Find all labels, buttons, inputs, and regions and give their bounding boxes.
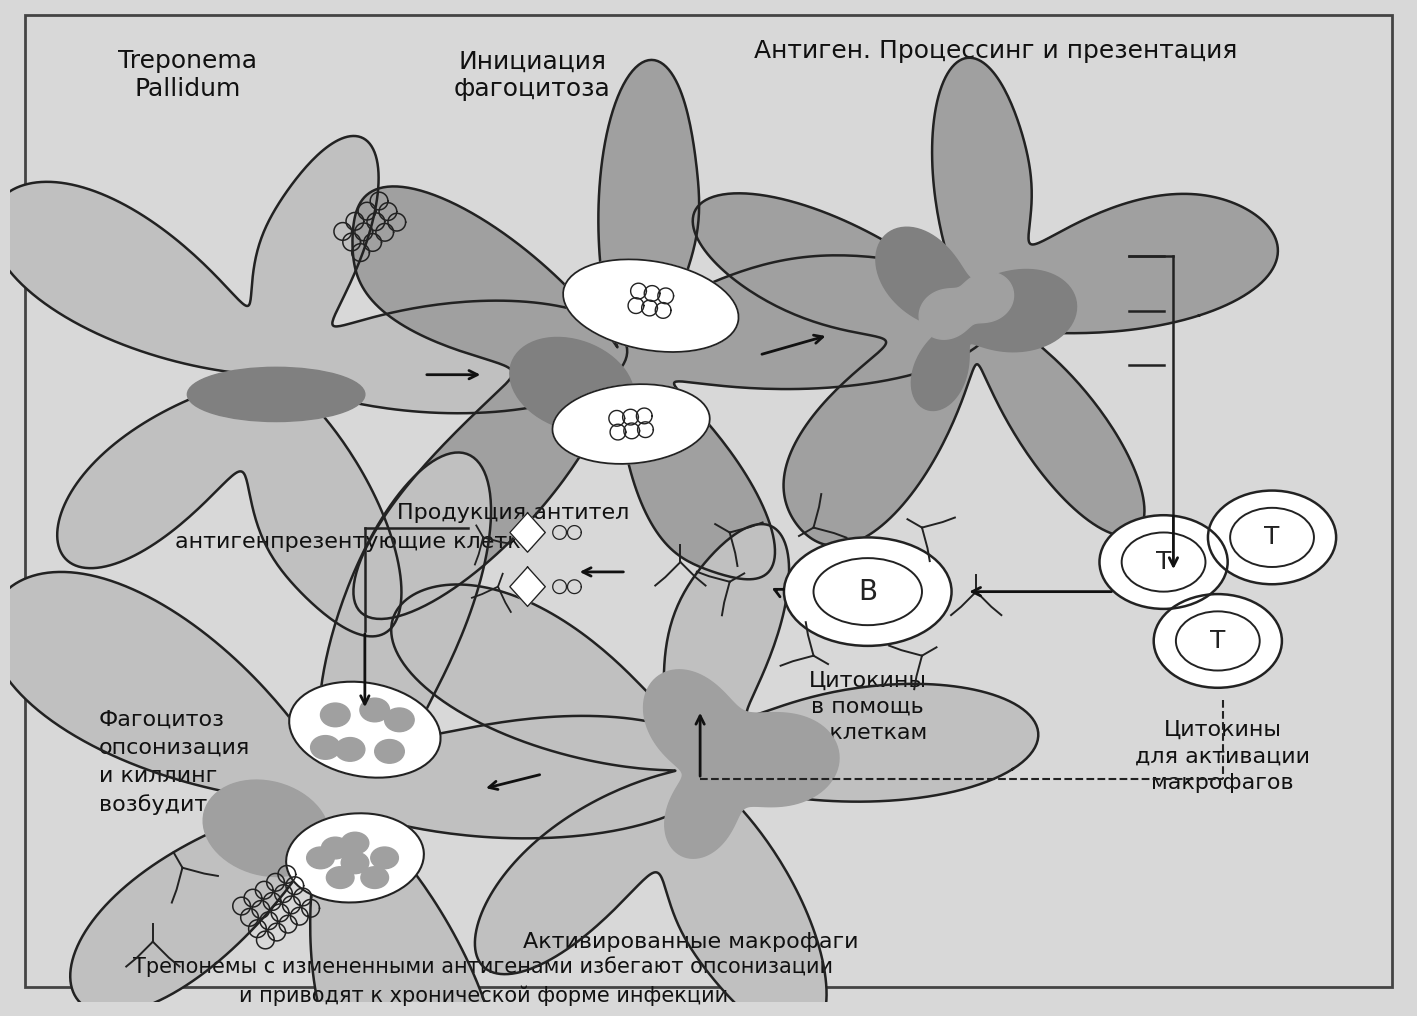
- Polygon shape: [510, 513, 546, 553]
- Text: Продукция антител: Продукция антител: [397, 503, 629, 523]
- Ellipse shape: [187, 368, 364, 422]
- Ellipse shape: [336, 738, 364, 761]
- Polygon shape: [876, 228, 1077, 410]
- Ellipse shape: [1176, 612, 1260, 671]
- Text: антигенпрезентующие клетки: антигенпрезентующие клетки: [174, 532, 536, 553]
- Ellipse shape: [1153, 594, 1282, 688]
- Text: Активированные макрофаги: Активированные макрофаги: [523, 932, 859, 952]
- Text: В: В: [859, 578, 877, 606]
- Ellipse shape: [289, 682, 441, 777]
- Ellipse shape: [320, 703, 350, 726]
- Ellipse shape: [563, 259, 738, 352]
- Text: Цитокины
для активации
макрофагов: Цитокины для активации макрофагов: [1135, 719, 1311, 792]
- Polygon shape: [920, 272, 1013, 339]
- Ellipse shape: [374, 740, 404, 763]
- Ellipse shape: [784, 537, 952, 646]
- Ellipse shape: [306, 847, 334, 869]
- Ellipse shape: [1207, 491, 1336, 584]
- Polygon shape: [510, 567, 546, 607]
- Text: Инициация
фагоцитоза: Инициация фагоцитоза: [453, 50, 611, 102]
- Ellipse shape: [360, 698, 390, 721]
- Text: T: T: [1210, 629, 1226, 653]
- Ellipse shape: [341, 832, 368, 853]
- Ellipse shape: [361, 867, 388, 888]
- Text: Трепонемы с измененными антигенами избегают опсонизации
и приводят к хронической: Трепонемы с измененными антигенами избег…: [133, 956, 833, 1006]
- Polygon shape: [353, 60, 996, 619]
- Ellipse shape: [1122, 532, 1206, 591]
- Polygon shape: [0, 452, 720, 1016]
- Ellipse shape: [341, 852, 368, 874]
- Text: Цитокины
в помощь
В-клеткам: Цитокины в помощь В-клеткам: [808, 671, 928, 744]
- Ellipse shape: [322, 837, 349, 859]
- Ellipse shape: [1100, 515, 1227, 609]
- Ellipse shape: [371, 847, 398, 869]
- Text: Антиген. Процессинг и презентация: Антиген. Процессинг и презентация: [754, 40, 1237, 63]
- Polygon shape: [391, 524, 1039, 1016]
- Ellipse shape: [203, 780, 329, 877]
- Ellipse shape: [326, 867, 354, 888]
- Text: Фагоцитоз
опсонизация
и киллинг
возбудителя: Фагоцитоз опсонизация и киллинг возбудит…: [99, 710, 249, 815]
- Polygon shape: [643, 670, 839, 859]
- Polygon shape: [0, 136, 628, 636]
- Text: T: T: [1156, 550, 1172, 574]
- Ellipse shape: [310, 736, 340, 759]
- Text: Treponema
Pallidum: Treponema Pallidum: [118, 50, 256, 102]
- Ellipse shape: [813, 558, 922, 625]
- Polygon shape: [693, 58, 1278, 546]
- Text: T: T: [1264, 525, 1280, 550]
- Ellipse shape: [510, 337, 633, 432]
- Ellipse shape: [1230, 508, 1314, 567]
- Ellipse shape: [286, 813, 424, 902]
- Ellipse shape: [553, 384, 710, 464]
- Ellipse shape: [384, 708, 414, 732]
